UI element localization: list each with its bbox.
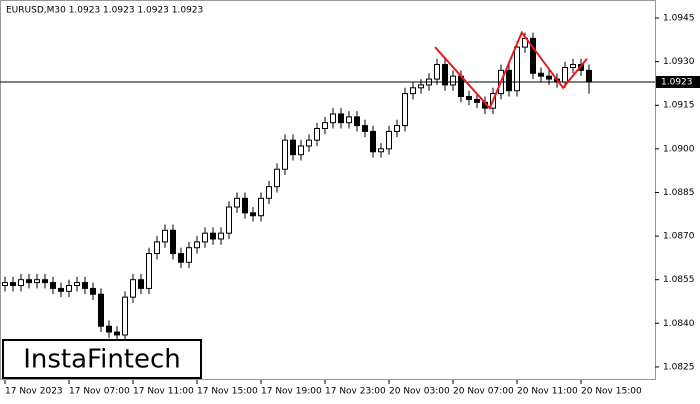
- x-tick-label: 17 Nov 07:00: [69, 387, 130, 397]
- candle-body: [50, 282, 56, 289]
- x-tick-label: 20 Nov 15:00: [581, 387, 642, 397]
- candle-body: [2, 282, 8, 287]
- candle-body: [290, 139, 296, 156]
- candle-body: [562, 66, 568, 83]
- candle-body: [394, 125, 400, 132]
- candle-body: [410, 87, 416, 95]
- candle-body: [18, 279, 24, 287]
- candle-body: [354, 116, 360, 127]
- last-price-label: 1.0923: [661, 77, 693, 87]
- x-tick-label: 17 Nov 11:00: [133, 387, 194, 397]
- candle-body: [218, 232, 224, 240]
- x-tick-label: 20 Nov 07:00: [453, 387, 514, 397]
- candle-body: [338, 113, 344, 124]
- candle-body: [450, 75, 456, 86]
- candle-body: [466, 96, 472, 100]
- y-tick-label: 1.0900: [663, 144, 695, 154]
- candle-body: [322, 122, 328, 130]
- x-tick-label: 20 Nov 11:00: [517, 387, 578, 397]
- candle-body: [402, 93, 408, 127]
- candle-body: [202, 232, 208, 243]
- watermark-box: [2, 339, 202, 379]
- candle-body: [570, 64, 576, 68]
- candle-body: [138, 279, 144, 289]
- candle-body: [114, 331, 120, 336]
- candle-body: [26, 279, 32, 284]
- candle-body: [98, 293, 104, 327]
- y-tick-label: 1.0870: [663, 232, 695, 242]
- y-tick-label: 1.0825: [663, 362, 695, 372]
- x-tick-label: 17 Nov 2023: [5, 387, 63, 397]
- candle-body: [530, 37, 536, 74]
- candle-body: [298, 145, 304, 156]
- candle-body: [370, 130, 376, 153]
- x-tick-label: 20 Nov 03:00: [389, 387, 450, 397]
- pattern-line: [434, 30, 588, 110]
- candle-body: [242, 197, 248, 214]
- watermark: InstaFintech: [23, 345, 181, 375]
- candle-body: [154, 241, 160, 255]
- candle-body: [442, 64, 448, 86]
- candle-body: [58, 287, 64, 292]
- candle-body: [378, 148, 384, 153]
- candle-body: [386, 130, 392, 150]
- candle-body: [178, 253, 184, 263]
- candle-body: [514, 46, 520, 92]
- plot-area: [0, 0, 656, 380]
- candle-body: [122, 296, 128, 336]
- candle-body: [226, 206, 232, 234]
- y-tick-label: 1.0915: [663, 101, 695, 111]
- candle-body: [346, 116, 352, 124]
- x-tick-label: 17 Nov 15:00: [197, 387, 258, 397]
- candle-body: [258, 197, 264, 217]
- y-tick-label: 1.0855: [663, 275, 695, 285]
- candle-body: [586, 69, 592, 83]
- candle-body: [42, 279, 48, 284]
- y-tick-label: 1.0885: [663, 188, 695, 198]
- candle-body: [250, 212, 256, 217]
- candle-body: [90, 287, 96, 295]
- candle-body: [546, 75, 552, 80]
- chart-title: EURUSD,M30 1.0923 1.0923 1.0923 1.0923: [6, 6, 203, 16]
- x-tick-label: 17 Nov 19:00: [261, 387, 322, 397]
- candle-body: [506, 69, 512, 92]
- x-tick-label: 17 Nov 23:00: [325, 387, 386, 397]
- candle-body: [162, 229, 168, 243]
- candle-body: [306, 139, 312, 147]
- candle-body: [274, 168, 280, 188]
- candle-body: [130, 279, 136, 298]
- candle-body: [266, 186, 272, 199]
- candle-body: [474, 98, 480, 103]
- candle-body: [314, 128, 320, 141]
- candle-body: [434, 64, 440, 80]
- candle-body: [10, 282, 16, 287]
- last-price-box: [656, 75, 700, 88]
- candle-body: [66, 285, 72, 292]
- candle-body: [106, 325, 112, 333]
- candle-body: [234, 197, 240, 208]
- y-tick-label: 1.0930: [663, 57, 695, 67]
- candle-body: [418, 84, 424, 89]
- y-tick-label: 1.0840: [663, 319, 695, 329]
- candle-body: [282, 139, 288, 170]
- candle-body: [170, 229, 176, 255]
- candle-body: [330, 113, 336, 124]
- candle-body: [82, 282, 88, 289]
- candle-body: [210, 232, 216, 240]
- candle-body: [74, 282, 80, 287]
- candle-body: [34, 279, 40, 284]
- candle-body: [362, 125, 368, 132]
- candle-body: [146, 253, 152, 289]
- candle-body: [538, 72, 544, 77]
- candle-body: [186, 247, 192, 263]
- y-tick-label: 1.0945: [663, 14, 695, 24]
- candle-body: [194, 241, 200, 249]
